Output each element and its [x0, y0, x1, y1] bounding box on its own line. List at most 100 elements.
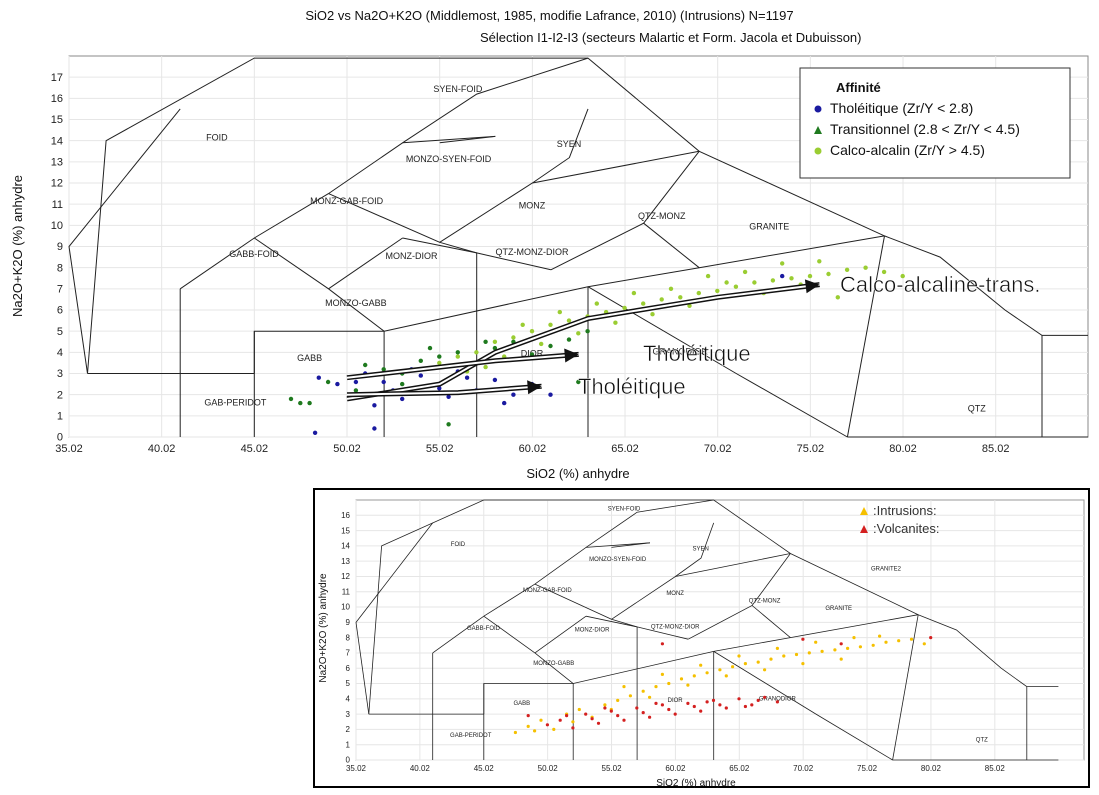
inset-point-series-1 — [596, 721, 601, 725]
main-classification-fields — [68, 57, 1088, 438]
inset-x-tick-label: 55.02 — [602, 764, 623, 773]
inset-frame — [313, 488, 1090, 788]
trend-arrowhead-0 — [804, 279, 820, 294]
inset-y-tick-label: 8 — [346, 633, 351, 642]
main-point-series-2 — [539, 341, 544, 347]
chart-title: SiO2 vs Na2O+K2O (Middlemost, 1985, modi… — [305, 8, 794, 23]
main-point-series-1 — [400, 381, 405, 387]
inset-field-label: MONZ-DIOR — [575, 628, 610, 634]
inset-x-tick-label: 85.02 — [985, 764, 1006, 773]
inset-field-label: SYEN — [693, 546, 709, 552]
inset-point-series-0 — [807, 651, 811, 655]
inset-point-series-0 — [533, 729, 537, 733]
inset-point-series-0 — [858, 645, 863, 649]
inset-field-boundary — [688, 553, 791, 640]
inset-point-series-0 — [763, 668, 767, 672]
inset-point-series-1 — [545, 723, 549, 727]
main-point-series-2 — [780, 261, 785, 266]
main-y-tick-label: 13 — [51, 157, 63, 169]
inset-point-series-1 — [673, 712, 677, 716]
main-y-tick-label: 2 — [57, 389, 63, 401]
main-y-tick-label: 1 — [57, 411, 63, 423]
inset-point-series-1 — [622, 718, 626, 722]
main-point-series-2 — [650, 312, 655, 317]
inset-point-series-0 — [692, 674, 696, 678]
main-point-series-0 — [548, 392, 553, 397]
main-field-boundary — [402, 135, 496, 144]
inset-point-series-1 — [660, 642, 664, 646]
main-point-series-2 — [483, 364, 488, 370]
main-point-series-0 — [353, 379, 359, 385]
main-point-series-0 — [780, 273, 785, 279]
inset-point-series-0 — [628, 694, 632, 698]
main-field-boundary — [402, 237, 552, 271]
inset-point-series-1 — [839, 642, 843, 646]
inset-y-tick-label: 4 — [346, 694, 351, 703]
inset-point-series-0 — [839, 657, 843, 661]
inset-point-series-1 — [590, 717, 594, 721]
inset-point-series-0 — [603, 703, 607, 707]
inset-point-series-1 — [609, 709, 613, 713]
main-point-series-1 — [418, 358, 423, 363]
inset-y-tick-label: 12 — [341, 572, 350, 581]
inset-y-tick-label: 1 — [346, 740, 351, 749]
main-x-tick-label: 80.02 — [889, 443, 917, 455]
main-field-label: QTZ — [968, 404, 986, 414]
inset-point-series-1 — [654, 701, 658, 705]
main-point-series-2 — [863, 265, 868, 270]
inset-point-series-1 — [775, 700, 779, 704]
main-point-series-0 — [437, 386, 442, 391]
main-y-tick-label: 17 — [51, 72, 63, 84]
inset-point-series-1 — [635, 706, 639, 710]
inset-field-boundary — [355, 522, 434, 715]
inset-point-series-0 — [884, 640, 888, 644]
inset-y-tick-label: 3 — [346, 710, 351, 719]
inset-y-tick-label: 10 — [341, 603, 350, 612]
main-point-series-2 — [622, 305, 627, 311]
inset-point-series-0 — [699, 663, 703, 667]
main-point-series-2 — [659, 297, 664, 302]
main-point-series-2 — [807, 273, 813, 279]
inset-point-series-0 — [718, 668, 722, 672]
inset-point-series-0 — [622, 685, 626, 689]
main-point-series-2 — [900, 273, 905, 279]
inset-x-ticks: 35.02 40.02 45.02 50.02 55.02 60.02 65.02 70.02… — [346, 764, 1005, 773]
inset-y-tick-label: 16 — [341, 511, 350, 520]
inset-point-series-0 — [648, 695, 652, 699]
main-point-series-1 — [492, 345, 498, 351]
inset-field-label: MONZO-SYEN-FOID — [589, 557, 647, 563]
inset-field-boundary — [611, 542, 650, 548]
inset-point-series-0 — [641, 689, 645, 693]
inset-data-points — [513, 634, 933, 735]
main-field-boundary — [532, 108, 589, 184]
inset-point-series-1 — [641, 711, 645, 715]
main-point-series-0 — [381, 379, 386, 385]
main-point-series-2 — [844, 267, 850, 272]
inset-point-series-1 — [737, 697, 741, 701]
inset-point-series-1 — [699, 709, 703, 713]
inset-point-series-0 — [616, 698, 620, 702]
inset-point-series-1 — [705, 700, 709, 704]
main-point-series-0 — [372, 426, 377, 431]
main-field-boundary — [87, 57, 1088, 374]
inset-point-series-0 — [660, 672, 664, 676]
main-legend-label-1: Transitionnel (2.8 < Zr/Y < 4.5) — [830, 121, 1020, 137]
inset-point-series-0 — [731, 665, 735, 669]
main-x-tick-label: 65.02 — [611, 443, 639, 455]
main-point-series-0 — [312, 430, 318, 435]
inset-point-series-0 — [679, 677, 684, 681]
inset-point-series-1 — [724, 706, 728, 710]
inset-y-tick-label: 13 — [341, 557, 350, 566]
inset-field-label: QTZ — [976, 738, 988, 744]
main-point-series-2 — [752, 280, 757, 285]
inset-point-series-0 — [782, 654, 786, 658]
main-point-series-1 — [288, 396, 294, 402]
main-point-series-2 — [742, 269, 748, 275]
main-field-label: MONZ — [519, 200, 546, 210]
main-y-tick-label: 6 — [57, 305, 63, 317]
inset-point-series-0 — [539, 718, 543, 722]
inset-field-label: GABB-FOID — [467, 626, 501, 632]
main-point-series-1 — [437, 354, 442, 359]
main-y-tick-label: 5 — [57, 326, 63, 338]
